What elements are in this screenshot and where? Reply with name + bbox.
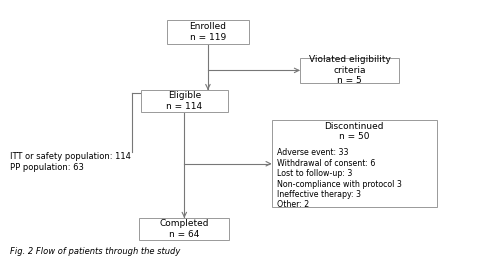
Text: Fig. 2 Flow of patients through the study: Fig. 2 Flow of patients through the stud… (10, 247, 180, 256)
Text: Completed
n = 64: Completed n = 64 (160, 219, 209, 239)
Text: Adverse event: 33
Withdrawal of consent: 6
Lost to follow-up: 3
Non-compliance w: Adverse event: 33 Withdrawal of consent:… (277, 149, 402, 209)
Text: Violated eligibility
criteria
n = 5: Violated eligibility criteria n = 5 (308, 56, 390, 85)
FancyBboxPatch shape (139, 218, 229, 240)
Text: Discontinued
n = 50: Discontinued n = 50 (324, 122, 384, 141)
Text: Eligible
n = 114: Eligible n = 114 (166, 91, 202, 111)
FancyBboxPatch shape (141, 90, 228, 112)
Text: ITT or safety population: 114
PP population: 63: ITT or safety population: 114 PP populat… (10, 152, 131, 172)
FancyBboxPatch shape (272, 120, 437, 207)
FancyBboxPatch shape (167, 20, 249, 44)
Text: Enrolled
n = 119: Enrolled n = 119 (189, 22, 227, 42)
FancyBboxPatch shape (300, 58, 399, 83)
